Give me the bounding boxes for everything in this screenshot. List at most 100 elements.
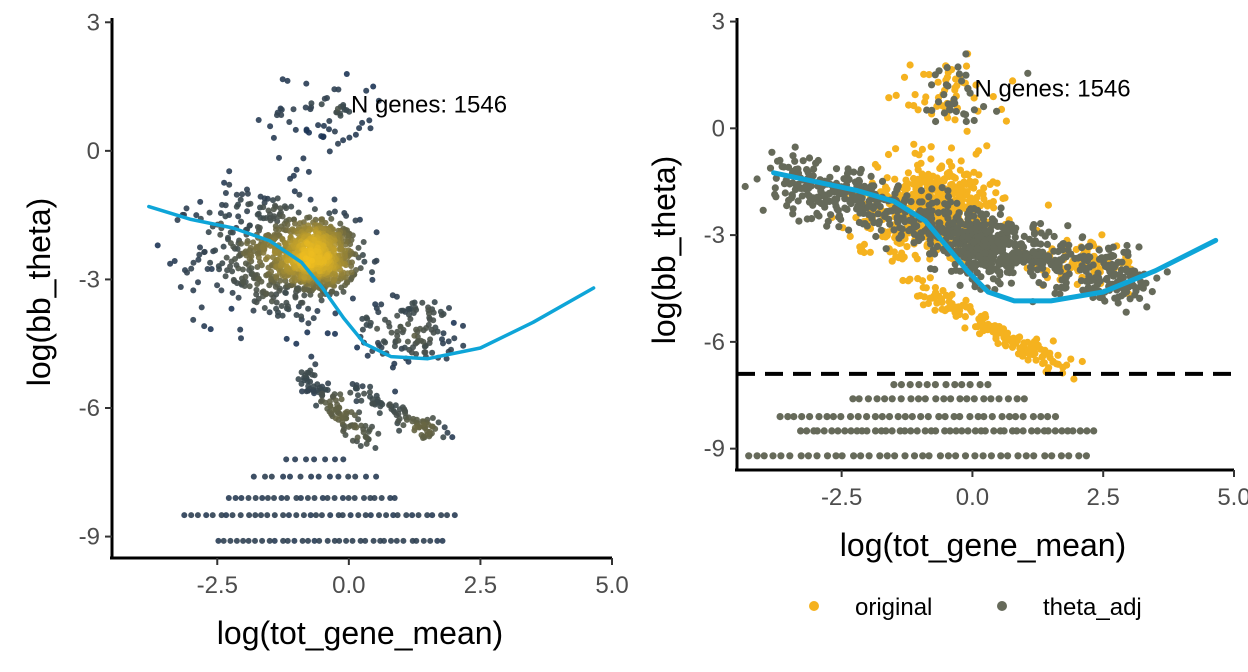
right-point-theta-adj <box>956 240 964 248</box>
left-point <box>233 537 240 544</box>
left-point <box>371 495 378 501</box>
left-x-axis-title: log(tot_gene_mean) <box>217 615 503 651</box>
right-point-theta-adj <box>973 245 981 253</box>
right-point-theta-adj <box>1007 279 1016 287</box>
right-point-original <box>970 168 978 176</box>
right-point-theta-adj <box>1120 248 1128 256</box>
right-point-original <box>920 293 929 301</box>
right-point-theta-adj <box>1011 233 1019 241</box>
left-point <box>397 323 404 330</box>
right-point-theta-adj <box>971 452 979 460</box>
right-point-theta-adj <box>963 250 971 258</box>
right-point-theta-adj <box>789 167 797 176</box>
right-point-theta-adj <box>953 224 961 232</box>
left-point <box>391 495 398 501</box>
left-point <box>359 119 366 126</box>
right-point-theta-adj <box>837 413 845 421</box>
left-point <box>308 473 315 480</box>
left-point <box>338 396 345 403</box>
right-point-theta-adj <box>1024 69 1032 77</box>
left-point <box>444 512 450 519</box>
left-panel: 3 0 -3 -6 -9 -2.5 0.0 2.5 5.0 N genes: 1546 log… <box>21 9 629 651</box>
left-point <box>183 205 190 212</box>
left-point <box>299 537 306 544</box>
right-point-original <box>1070 375 1078 383</box>
left-point <box>320 122 327 129</box>
left-point <box>284 221 291 228</box>
right-point-theta-adj <box>790 413 798 421</box>
right-point-original <box>951 84 959 92</box>
right-point-theta-adj <box>831 195 839 203</box>
left-point <box>362 512 369 519</box>
left-point <box>197 244 203 251</box>
left-point <box>407 316 414 322</box>
left-point <box>324 495 331 501</box>
right-point-theta-adj <box>1019 413 1027 421</box>
right-point-theta-adj <box>799 157 807 165</box>
left-point <box>278 495 285 501</box>
right-point-original <box>946 301 954 310</box>
left-point <box>292 220 298 227</box>
left-point <box>316 537 323 544</box>
right-point-original <box>937 295 946 303</box>
left-point <box>347 512 354 519</box>
left-point <box>400 537 407 544</box>
left-point <box>318 101 325 108</box>
right-point-theta-adj <box>890 226 898 234</box>
left-point <box>342 247 349 254</box>
left-point <box>348 409 355 416</box>
right-point-theta-adj <box>781 189 789 197</box>
left-n-genes-annotation: N genes: 1546 <box>351 91 507 118</box>
left-point <box>240 278 247 285</box>
right-point-theta-adj <box>1076 427 1084 435</box>
left-point <box>335 473 342 480</box>
left-point <box>280 537 287 544</box>
right-point-theta-adj <box>1064 222 1072 230</box>
left-point <box>331 495 338 501</box>
right-point-original <box>917 159 925 167</box>
right-point-theta-adj <box>871 427 880 435</box>
right-point-theta-adj <box>962 50 970 58</box>
left-point <box>438 512 445 519</box>
left-point <box>263 290 270 297</box>
right-point-theta-adj <box>1153 274 1161 282</box>
right-y-tick-label: 3 <box>712 9 725 36</box>
right-point-original <box>1054 351 1062 359</box>
right-point-original <box>1008 338 1016 346</box>
left-point <box>207 326 214 333</box>
right-point-original <box>965 196 973 205</box>
right-point-theta-adj <box>1037 240 1045 248</box>
left-point <box>441 424 448 431</box>
left-point <box>375 97 382 104</box>
right-point-theta-adj <box>952 452 960 460</box>
left-point <box>420 421 427 428</box>
left-point <box>240 537 247 544</box>
right-point-theta-adj <box>1004 395 1013 403</box>
left-point <box>340 428 347 435</box>
right-point-theta-adj <box>974 413 982 421</box>
left-point <box>315 122 322 129</box>
left-point <box>383 512 390 519</box>
left-point <box>295 285 302 292</box>
left-point <box>244 190 251 197</box>
right-point-theta-adj <box>827 211 835 219</box>
right-point-theta-adj <box>990 243 998 251</box>
left-point <box>299 388 305 395</box>
right-point-original <box>976 189 984 197</box>
right-point-theta-adj <box>996 268 1004 276</box>
left-point <box>258 512 264 519</box>
left-point <box>375 309 382 316</box>
right-point-theta-adj <box>1052 263 1060 271</box>
left-point <box>245 537 252 544</box>
left-point <box>301 274 308 281</box>
right-point-theta-adj <box>829 187 838 195</box>
right-point-theta-adj <box>1041 452 1049 460</box>
left-point <box>288 203 295 210</box>
left-point <box>325 380 332 387</box>
right-point-theta-adj <box>1059 240 1068 248</box>
right-point-theta-adj <box>777 452 785 460</box>
left-point <box>332 397 339 404</box>
left-point <box>307 512 314 519</box>
left-point <box>449 434 456 441</box>
left-point <box>235 294 242 301</box>
